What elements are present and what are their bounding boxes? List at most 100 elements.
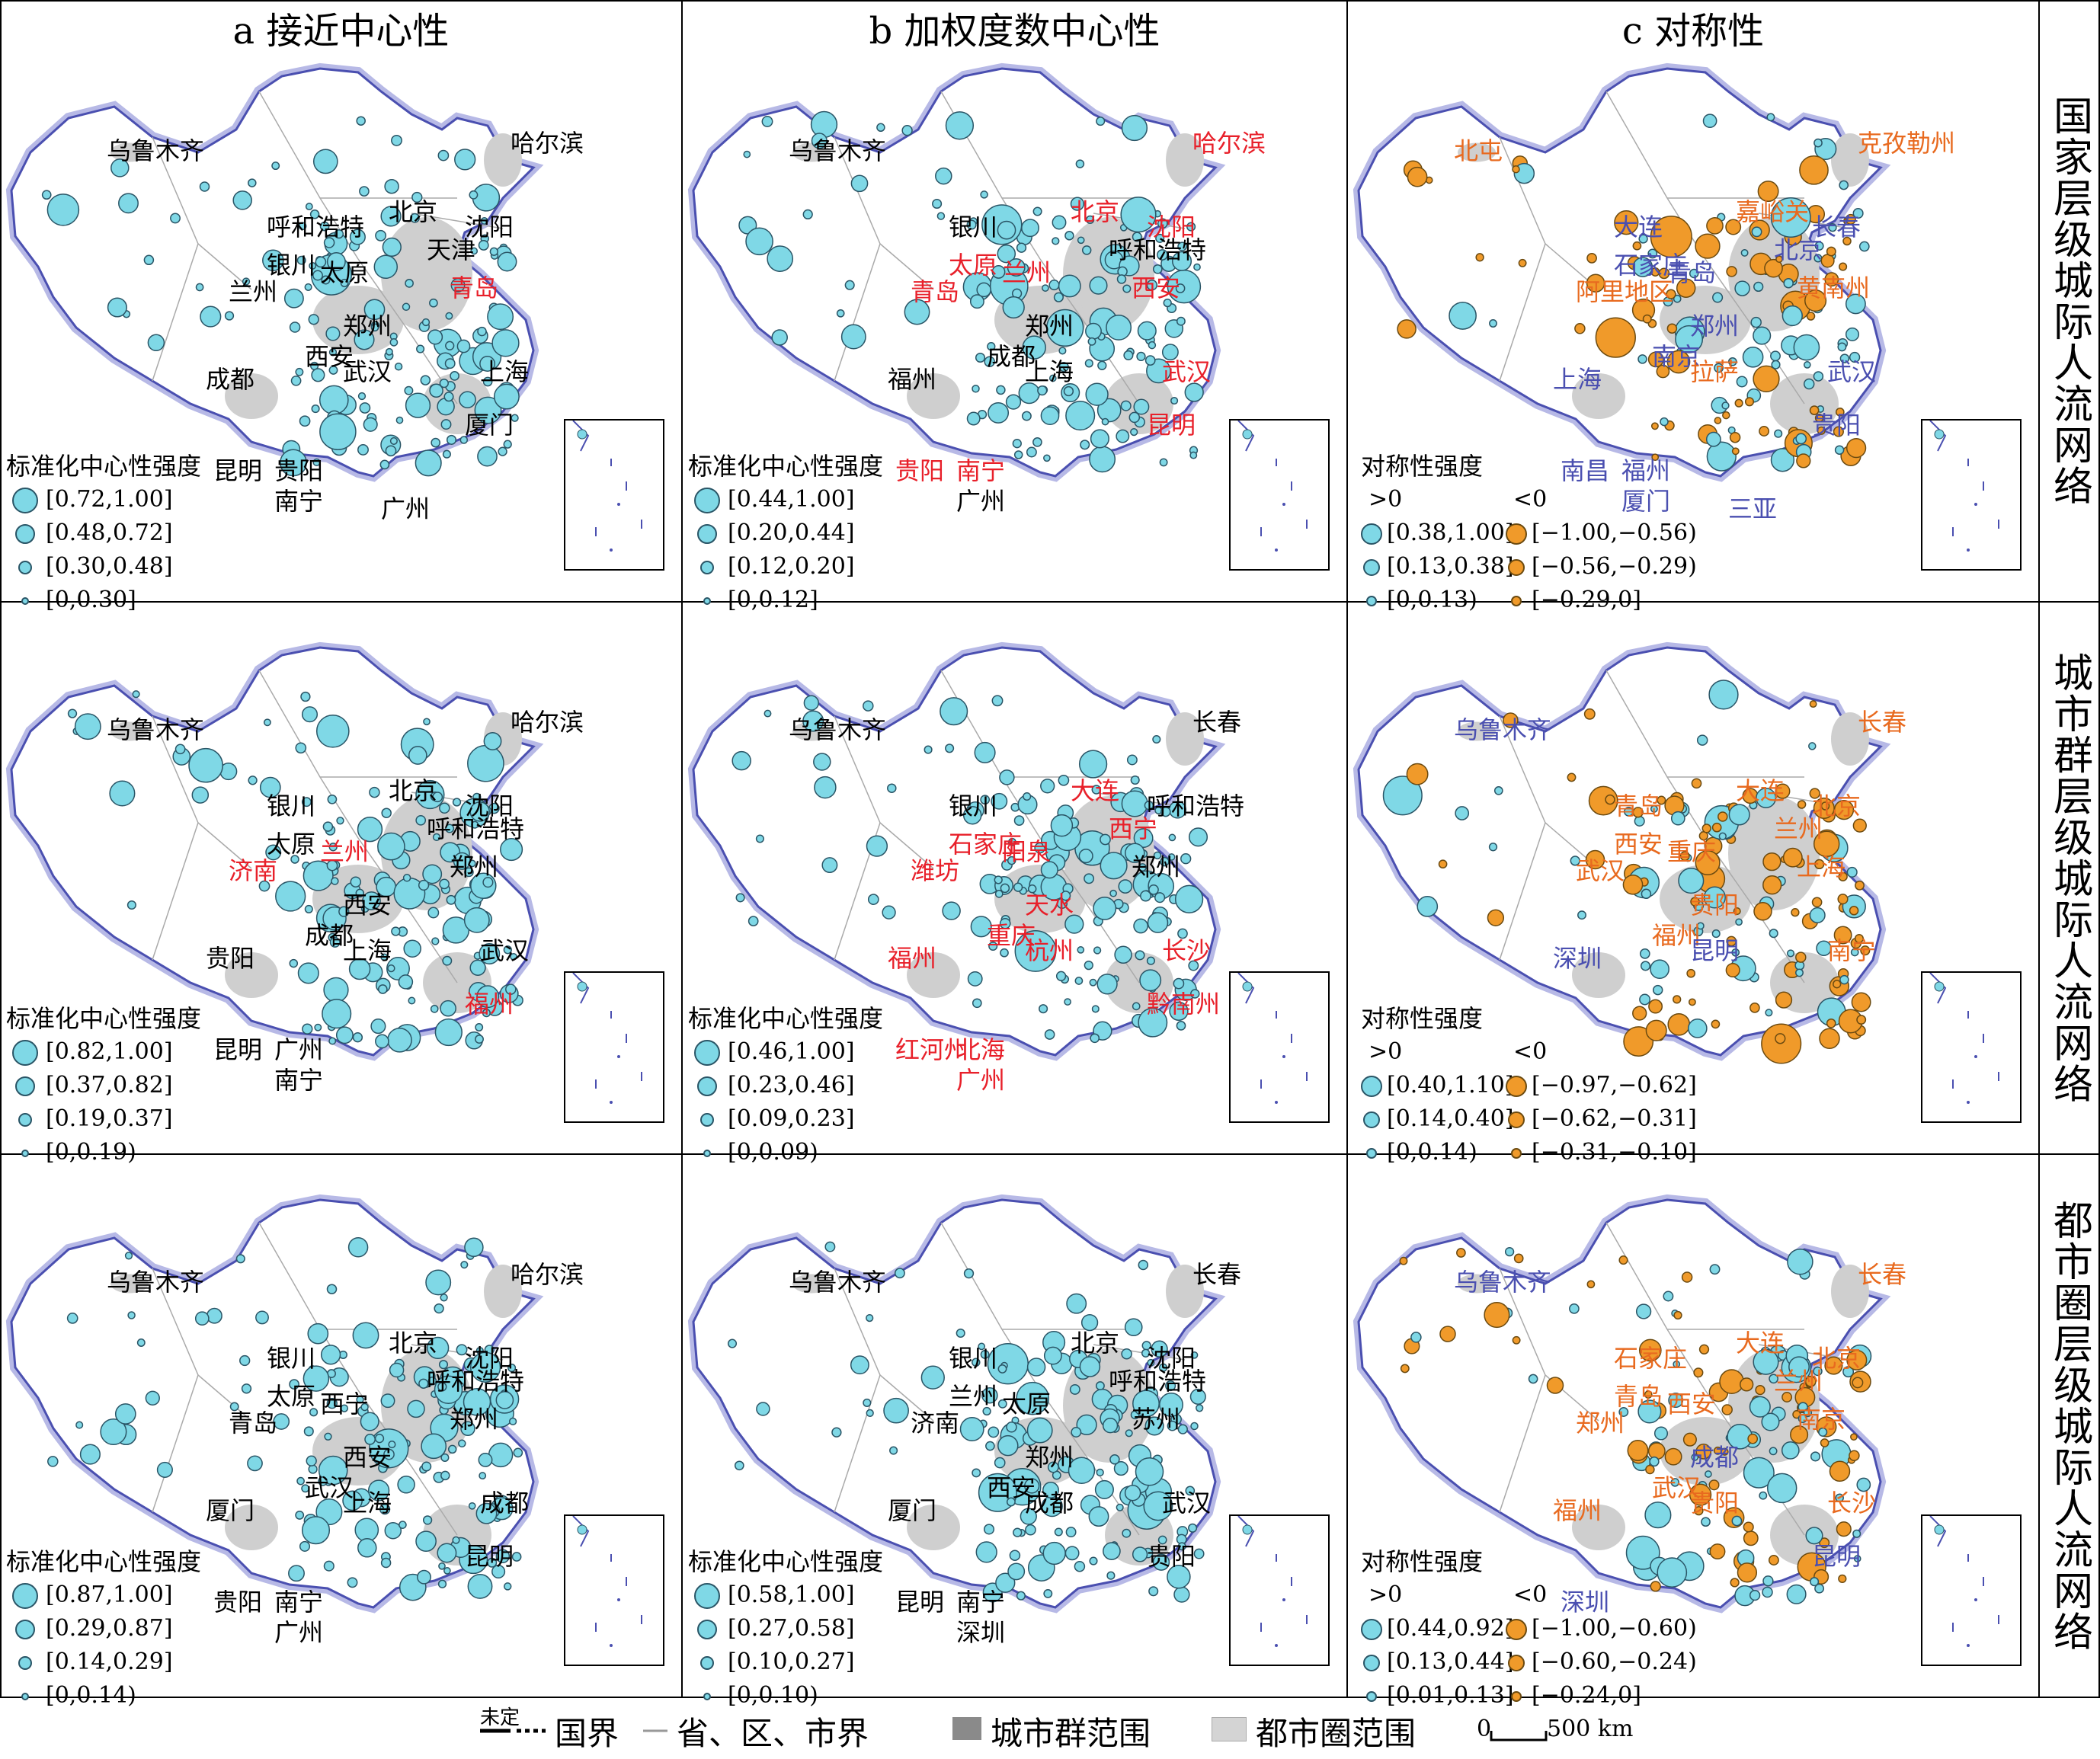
city-symbol — [1693, 1367, 1704, 1378]
city-symbol — [389, 1362, 405, 1378]
legend-negative-label: <0 — [1513, 1038, 1548, 1065]
legend-symbol — [1363, 1655, 1380, 1671]
city-symbol — [340, 1404, 349, 1412]
city-symbol — [1583, 708, 1596, 720]
city-symbol — [432, 792, 443, 803]
city-symbol — [446, 894, 456, 905]
legend-title: 标准化中心性强度 — [6, 452, 202, 481]
city-symbol — [241, 1383, 252, 1394]
city-symbol — [1817, 426, 1826, 435]
city-symbol — [352, 1322, 379, 1349]
legend-c1: 对称性强度 >0 <0 [0.38,1.00] [−1.00,−0.56) [0.13,0… — [1361, 449, 1697, 617]
legend-class: [0.14,0.40] [−0.62,−0.31] — [1361, 1102, 1697, 1136]
city-label: 兰州 — [1774, 814, 1823, 843]
column-title-a: a 接近中心性 — [232, 10, 450, 53]
city-symbol — [1069, 1383, 1080, 1395]
city-symbol — [429, 383, 443, 398]
city-symbol — [360, 1402, 369, 1412]
city-symbol — [1856, 1477, 1871, 1492]
legend-positive-label: >0 — [1369, 486, 1403, 513]
city-symbol — [1673, 1360, 1681, 1368]
city-label: 兰州 — [229, 277, 278, 306]
city-symbol — [402, 874, 411, 882]
city-symbol — [387, 1027, 412, 1053]
city-symbol — [495, 1549, 511, 1564]
city-symbol — [982, 1406, 991, 1416]
city-symbol — [327, 794, 338, 804]
city-symbol — [1660, 417, 1669, 427]
city-symbol — [308, 314, 319, 325]
city-symbol — [1043, 1588, 1053, 1598]
city-symbol — [824, 1241, 836, 1252]
city-symbol — [1177, 241, 1187, 251]
city-symbol — [932, 198, 943, 209]
city-symbol — [1186, 222, 1196, 232]
city-label: 武汉 — [1576, 856, 1625, 885]
city-symbol — [373, 254, 399, 280]
city-symbol — [420, 375, 431, 385]
legend-symbol — [1363, 1111, 1380, 1128]
city-symbol — [440, 419, 452, 430]
city-symbol — [500, 838, 523, 862]
legend-symbol — [703, 1150, 711, 1157]
city-symbol — [1764, 258, 1783, 278]
city-symbol — [1109, 889, 1117, 897]
city-symbol — [1157, 218, 1168, 229]
city-symbol — [1664, 1447, 1682, 1466]
city-label: 南宁 — [274, 487, 324, 516]
city-symbol — [188, 747, 223, 783]
city-symbol — [1735, 918, 1743, 926]
city-symbol — [1775, 783, 1791, 799]
city-label: 哈尔滨 — [511, 708, 584, 737]
urban-cluster-area — [1458, 1274, 1496, 1294]
city-symbol — [1121, 1348, 1132, 1360]
city-symbol — [1618, 1407, 1629, 1417]
city-symbol — [1666, 323, 1678, 334]
city-label: 昆明 — [213, 456, 263, 485]
city-symbol — [997, 1399, 1007, 1409]
city-symbol — [1698, 1344, 1710, 1354]
china-map — [1353, 1194, 1891, 1613]
city-symbol — [510, 952, 517, 961]
city-label: 郑州 — [1025, 312, 1074, 341]
city-symbol — [1189, 451, 1198, 459]
city-symbol — [258, 880, 271, 892]
city-symbol — [887, 783, 897, 793]
city-symbol — [156, 1461, 173, 1478]
city-symbol — [1066, 1293, 1087, 1314]
city-symbol — [1074, 1560, 1086, 1572]
city-symbol — [354, 329, 375, 350]
legend-symbol — [697, 524, 717, 544]
city-symbol — [1046, 309, 1084, 347]
city-symbol — [1813, 138, 1823, 148]
legend-class: [0.09,0.23] — [688, 1102, 883, 1136]
city-symbol — [460, 1421, 475, 1437]
city-symbol — [1077, 236, 1085, 245]
city-symbol — [1765, 1009, 1773, 1017]
city-symbol — [380, 1557, 392, 1569]
city-label: 南宁 — [274, 1588, 324, 1617]
city-symbol — [1058, 347, 1067, 355]
city-label: 深圳 — [1553, 944, 1602, 973]
city-symbol — [1762, 875, 1782, 895]
scale-end: 500 km — [1547, 1716, 1634, 1742]
legend-class-label: [0.01,0.13] — [1387, 1682, 1514, 1709]
city-symbol — [1143, 1491, 1173, 1521]
city-symbol — [1781, 1392, 1793, 1402]
city-symbol — [1027, 884, 1037, 894]
city-symbol — [1845, 213, 1856, 225]
city-symbol — [1016, 242, 1027, 253]
city-symbol — [1737, 1562, 1758, 1583]
city-label: 武汉 — [1162, 1489, 1212, 1518]
legend-class-label: [−0.24,0] — [1532, 1682, 1641, 1709]
city-symbol — [863, 1398, 872, 1407]
city-symbol — [1708, 680, 1739, 710]
city-symbol — [999, 769, 1015, 785]
legend-sign-header: >0 <0 — [1361, 1035, 1547, 1069]
city-symbol — [1128, 411, 1141, 424]
urban-agglomeration-swatch — [952, 1717, 981, 1740]
city-symbol — [1691, 1454, 1699, 1461]
legend-class: [0.13,0.38] [−0.56,−0.29) — [1361, 550, 1697, 584]
city-symbol — [1152, 734, 1161, 744]
map-panel-a3: 乌鲁木齐 哈尔滨 沈阳 北京 呼和浩特 银川 太原 西宁 青岛 郑州 西安 武汉 上海 成都 厦门 昆明 贵阳南… — [0, 1177, 682, 1709]
